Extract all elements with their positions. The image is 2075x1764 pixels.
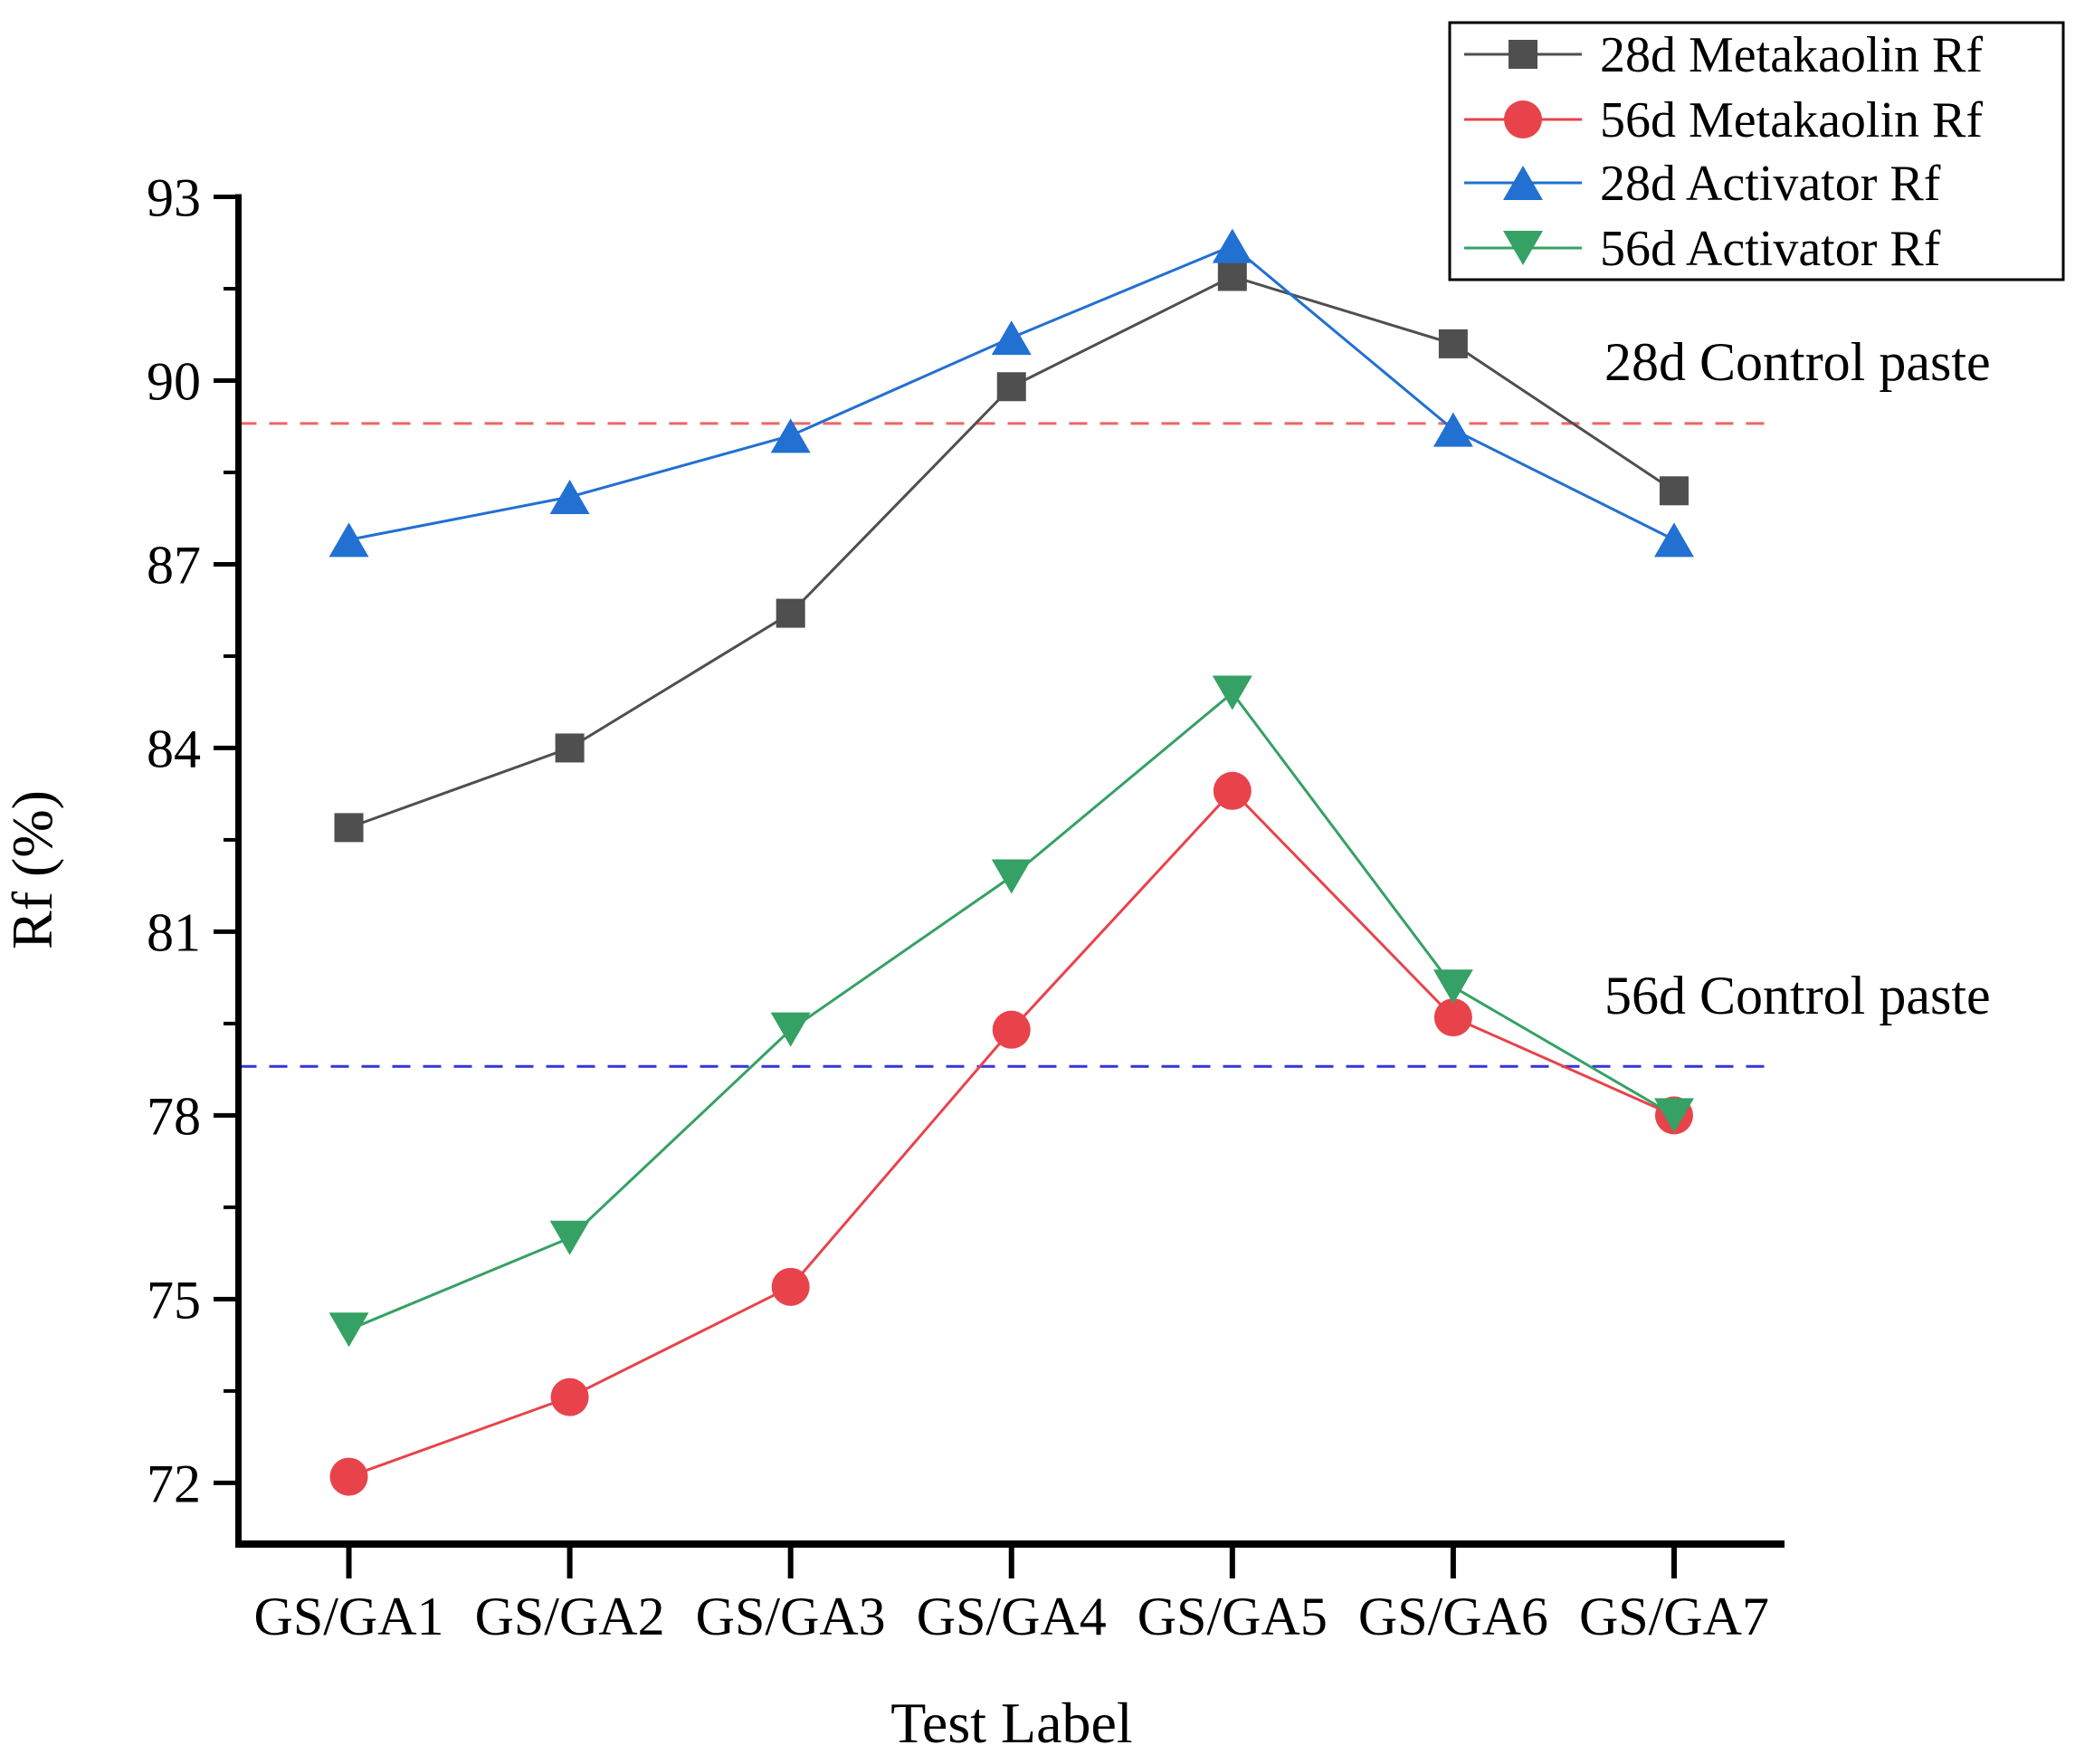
triangle-down-marker-icon [1503,231,1543,265]
square-marker-icon [555,733,585,763]
triangle-down-marker-icon [549,1220,590,1255]
square-marker-icon [996,372,1026,402]
legend-entry-56d-activator: 56d Activator Rf [1464,221,1941,277]
triangle-down-marker-icon [1653,1098,1694,1133]
legend-entry-28d-metakaolin: 28d Metakaolin Rf [1464,27,1983,83]
square-marker-icon [1438,329,1468,358]
circle-marker-icon [329,1457,368,1496]
x-tick-label: GS/GA7 [1579,1587,1769,1646]
legend: 28d Metakaolin Rf 56d Metakaolin Rf 28d … [1448,21,2065,281]
triangle-up-marker-icon [1653,522,1694,558]
legend-box [1448,21,2065,281]
annotation-28d-control-paste: 28d Control paste [1604,332,1991,392]
x-tick-label: GS/GA4 [917,1587,1107,1646]
circle-marker-icon [992,1010,1031,1049]
annotation-56d-control-paste: 56d Control paste [1604,966,1991,1025]
y-tick-label: 90 [147,351,201,411]
y-tick-label: 93 [147,168,201,228]
triangle-down-marker-icon [1433,969,1473,1005]
axes-layer: 72 75 78 81 84 87 90 93 GS/GA1 GS/GA2 GS/GA3 GS/GA4… [147,168,1785,1646]
square-marker-icon [1659,476,1689,506]
triangle-down-marker-icon [1212,675,1252,710]
triangle-up-marker-icon [1433,412,1473,447]
square-marker-icon [1509,40,1537,69]
x-tick-label: GS/GA6 [1358,1587,1548,1646]
reference-lines-layer [238,422,1775,1068]
circle-marker-icon [1504,100,1542,138]
triangle-up-marker-icon [1212,228,1252,263]
y-tick-label: 72 [147,1454,201,1513]
circle-marker-icon [771,1267,810,1306]
circle-marker-icon [550,1378,589,1416]
y-tick-label: 78 [147,1086,201,1146]
y-tick-label: 87 [147,535,201,595]
legend-label: 56d Metakaolin Rf [1600,92,1983,148]
legend-label: 28d Metakaolin Rf [1600,27,1983,83]
triangle-up-marker-icon [991,320,1032,356]
circle-marker-icon [1433,998,1472,1037]
legend-entry-28d-activator: 28d Activator Rf [1464,156,1941,212]
square-marker-icon [776,598,805,628]
y-tick-label: 75 [147,1270,201,1330]
circle-marker-icon [1213,771,1252,810]
y-tick-label: 81 [147,902,201,962]
series-layer [328,228,1694,1496]
triangle-down-marker-icon [328,1312,369,1348]
square-marker-icon [1217,262,1247,291]
x-tick-label: GS/GA3 [696,1587,886,1646]
triangle-up-marker-icon [1503,166,1543,200]
x-axis-title: Test Label [890,1691,1132,1755]
x-tick-label: GS/GA5 [1137,1587,1328,1646]
legend-entry-56d-metakaolin: 56d Metakaolin Rf [1464,92,1983,148]
y-axis-title: Rf (%) [0,790,64,949]
triangle-up-marker-icon [328,522,369,558]
x-tick-label: GS/GA2 [475,1587,665,1646]
triangle-down-marker-icon [770,1012,811,1047]
series-line [348,274,1675,829]
legend-label: 28d Activator Rf [1600,156,1941,212]
x-tick-label: GS/GA1 [254,1587,444,1646]
legend-label: 56d Activator Rf [1600,221,1941,277]
triangle-up-marker-icon [770,418,811,453]
triangle-up-marker-icon [549,480,590,515]
triangle-down-marker-icon [991,859,1032,894]
y-tick-label: 84 [147,719,201,778]
square-marker-icon [334,813,364,843]
